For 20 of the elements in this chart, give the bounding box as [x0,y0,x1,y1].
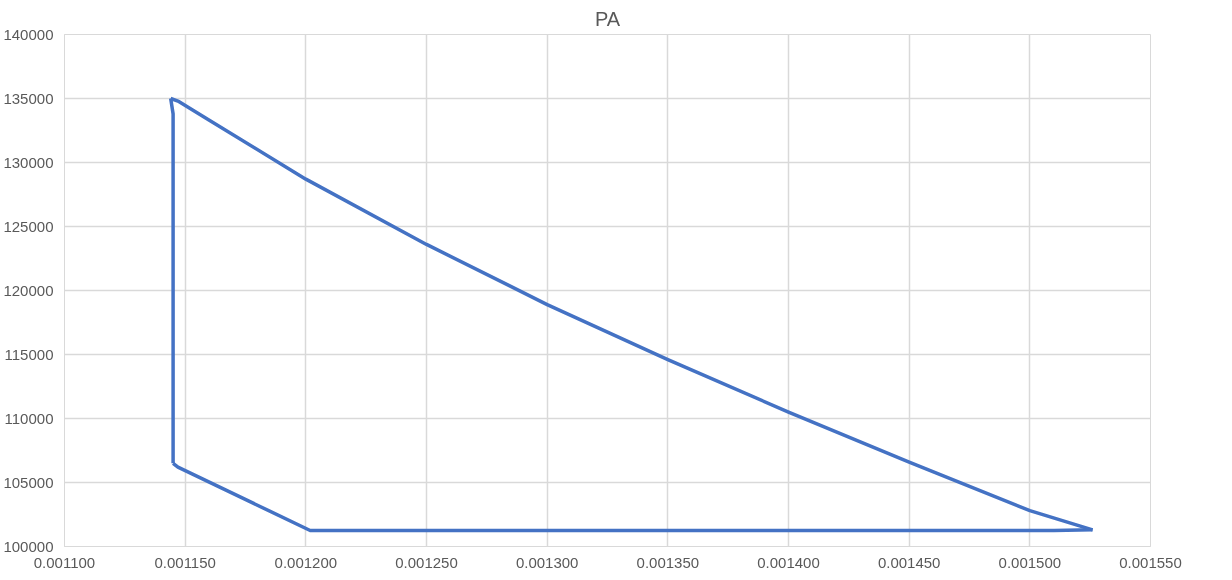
x-tick-label: 0.001500 [998,553,1062,571]
y-tick-label: 130000 [3,153,54,171]
x-tick-label: 0.001150 [154,553,216,571]
y-tick-label: 105000 [3,473,54,491]
x-tick-label: 0.001100 [33,553,96,571]
x-tick-label: 0.001250 [395,553,458,571]
x-tick-label: 0.001350 [636,553,700,571]
x-tick-label: 0.001450 [877,553,941,571]
x-tick-label: 0.001300 [515,553,579,571]
chart-title: PA [594,7,621,30]
y-tick-label: 110000 [4,409,54,427]
x-tick-label: 0.001400 [757,553,820,571]
y-tick-label: 115000 [4,345,54,363]
y-tick-label: 125000 [3,217,54,235]
y-tick-label: 135000 [3,89,54,107]
x-tick-label: 0.001200 [274,553,338,571]
y-tick-label: 120000 [3,281,54,299]
y-tick-label: 140000 [3,25,54,43]
x-tick-label: 0.001550 [1119,553,1182,571]
y-tick-label: 100000 [3,537,54,555]
